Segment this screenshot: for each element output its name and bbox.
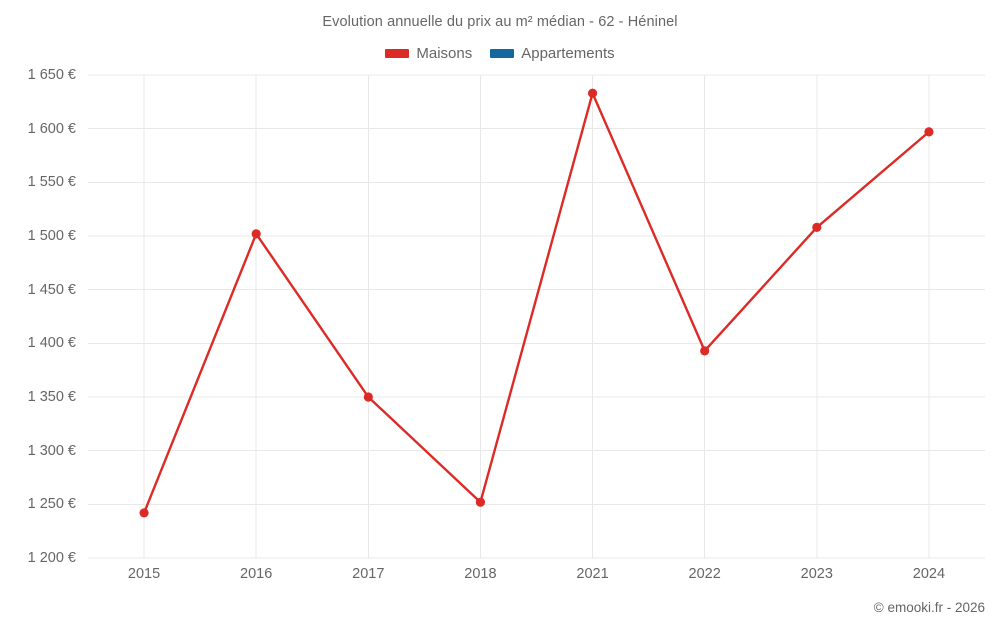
- y-axis-tick: 1 550 €: [27, 174, 76, 191]
- legend-swatch-maisons: [385, 49, 410, 58]
- y-axis-tick: 1 650 €: [27, 67, 76, 83]
- data-point[interactable]: [700, 346, 710, 356]
- copyright-credit: © emooki.fr - 2026: [873, 600, 985, 615]
- plot-area: [88, 74, 985, 559]
- legend-item-appartements[interactable]: Appartements: [490, 45, 615, 62]
- data-point[interactable]: [812, 222, 822, 233]
- x-axis-tick: 2015: [127, 566, 161, 582]
- y-axis-tick: 1 400 €: [27, 335, 76, 352]
- data-point[interactable]: [587, 88, 598, 98]
- data-point[interactable]: [924, 127, 934, 137]
- legend-item-maisons[interactable]: Maisons: [385, 45, 472, 62]
- data-point[interactable]: [363, 392, 373, 402]
- y-axis-tick: 1 300 €: [27, 442, 76, 459]
- x-axis-tick: 2023: [800, 566, 833, 582]
- legend-label-maisons: Maisons: [416, 45, 473, 62]
- chart-title: Evolution annuelle du prix au m² médian …: [322, 14, 678, 30]
- chart-legend: Maisons Appartements: [0, 45, 1000, 62]
- x-axis-tick: 2024: [912, 566, 946, 582]
- y-axis-tick: 1 500 €: [27, 228, 76, 244]
- legend-swatch-appartements: [490, 49, 515, 58]
- x-axis-tick: 2018: [464, 566, 497, 582]
- x-axis-tick: 2016: [240, 566, 273, 582]
- x-axis-tick: 2021: [576, 566, 609, 582]
- y-axis-tick: 1 250 €: [27, 496, 76, 513]
- y-axis-tick: 1 200 €: [27, 550, 76, 566]
- data-point[interactable]: [139, 508, 149, 518]
- data-point[interactable]: [475, 497, 486, 507]
- x-axis-tick: 2022: [688, 566, 721, 582]
- x-axis-tick: 2017: [352, 566, 385, 582]
- chart-gridlines: [88, 74, 985, 559]
- y-axis-tick: 1 450 €: [27, 281, 76, 298]
- legend-label-appartements: Appartements: [521, 45, 615, 62]
- y-axis-tick: 1 600 €: [27, 120, 76, 137]
- y-axis-tick: 1 350 €: [27, 389, 76, 405]
- data-point[interactable]: [251, 229, 261, 239]
- chart-series-layer: [139, 88, 934, 518]
